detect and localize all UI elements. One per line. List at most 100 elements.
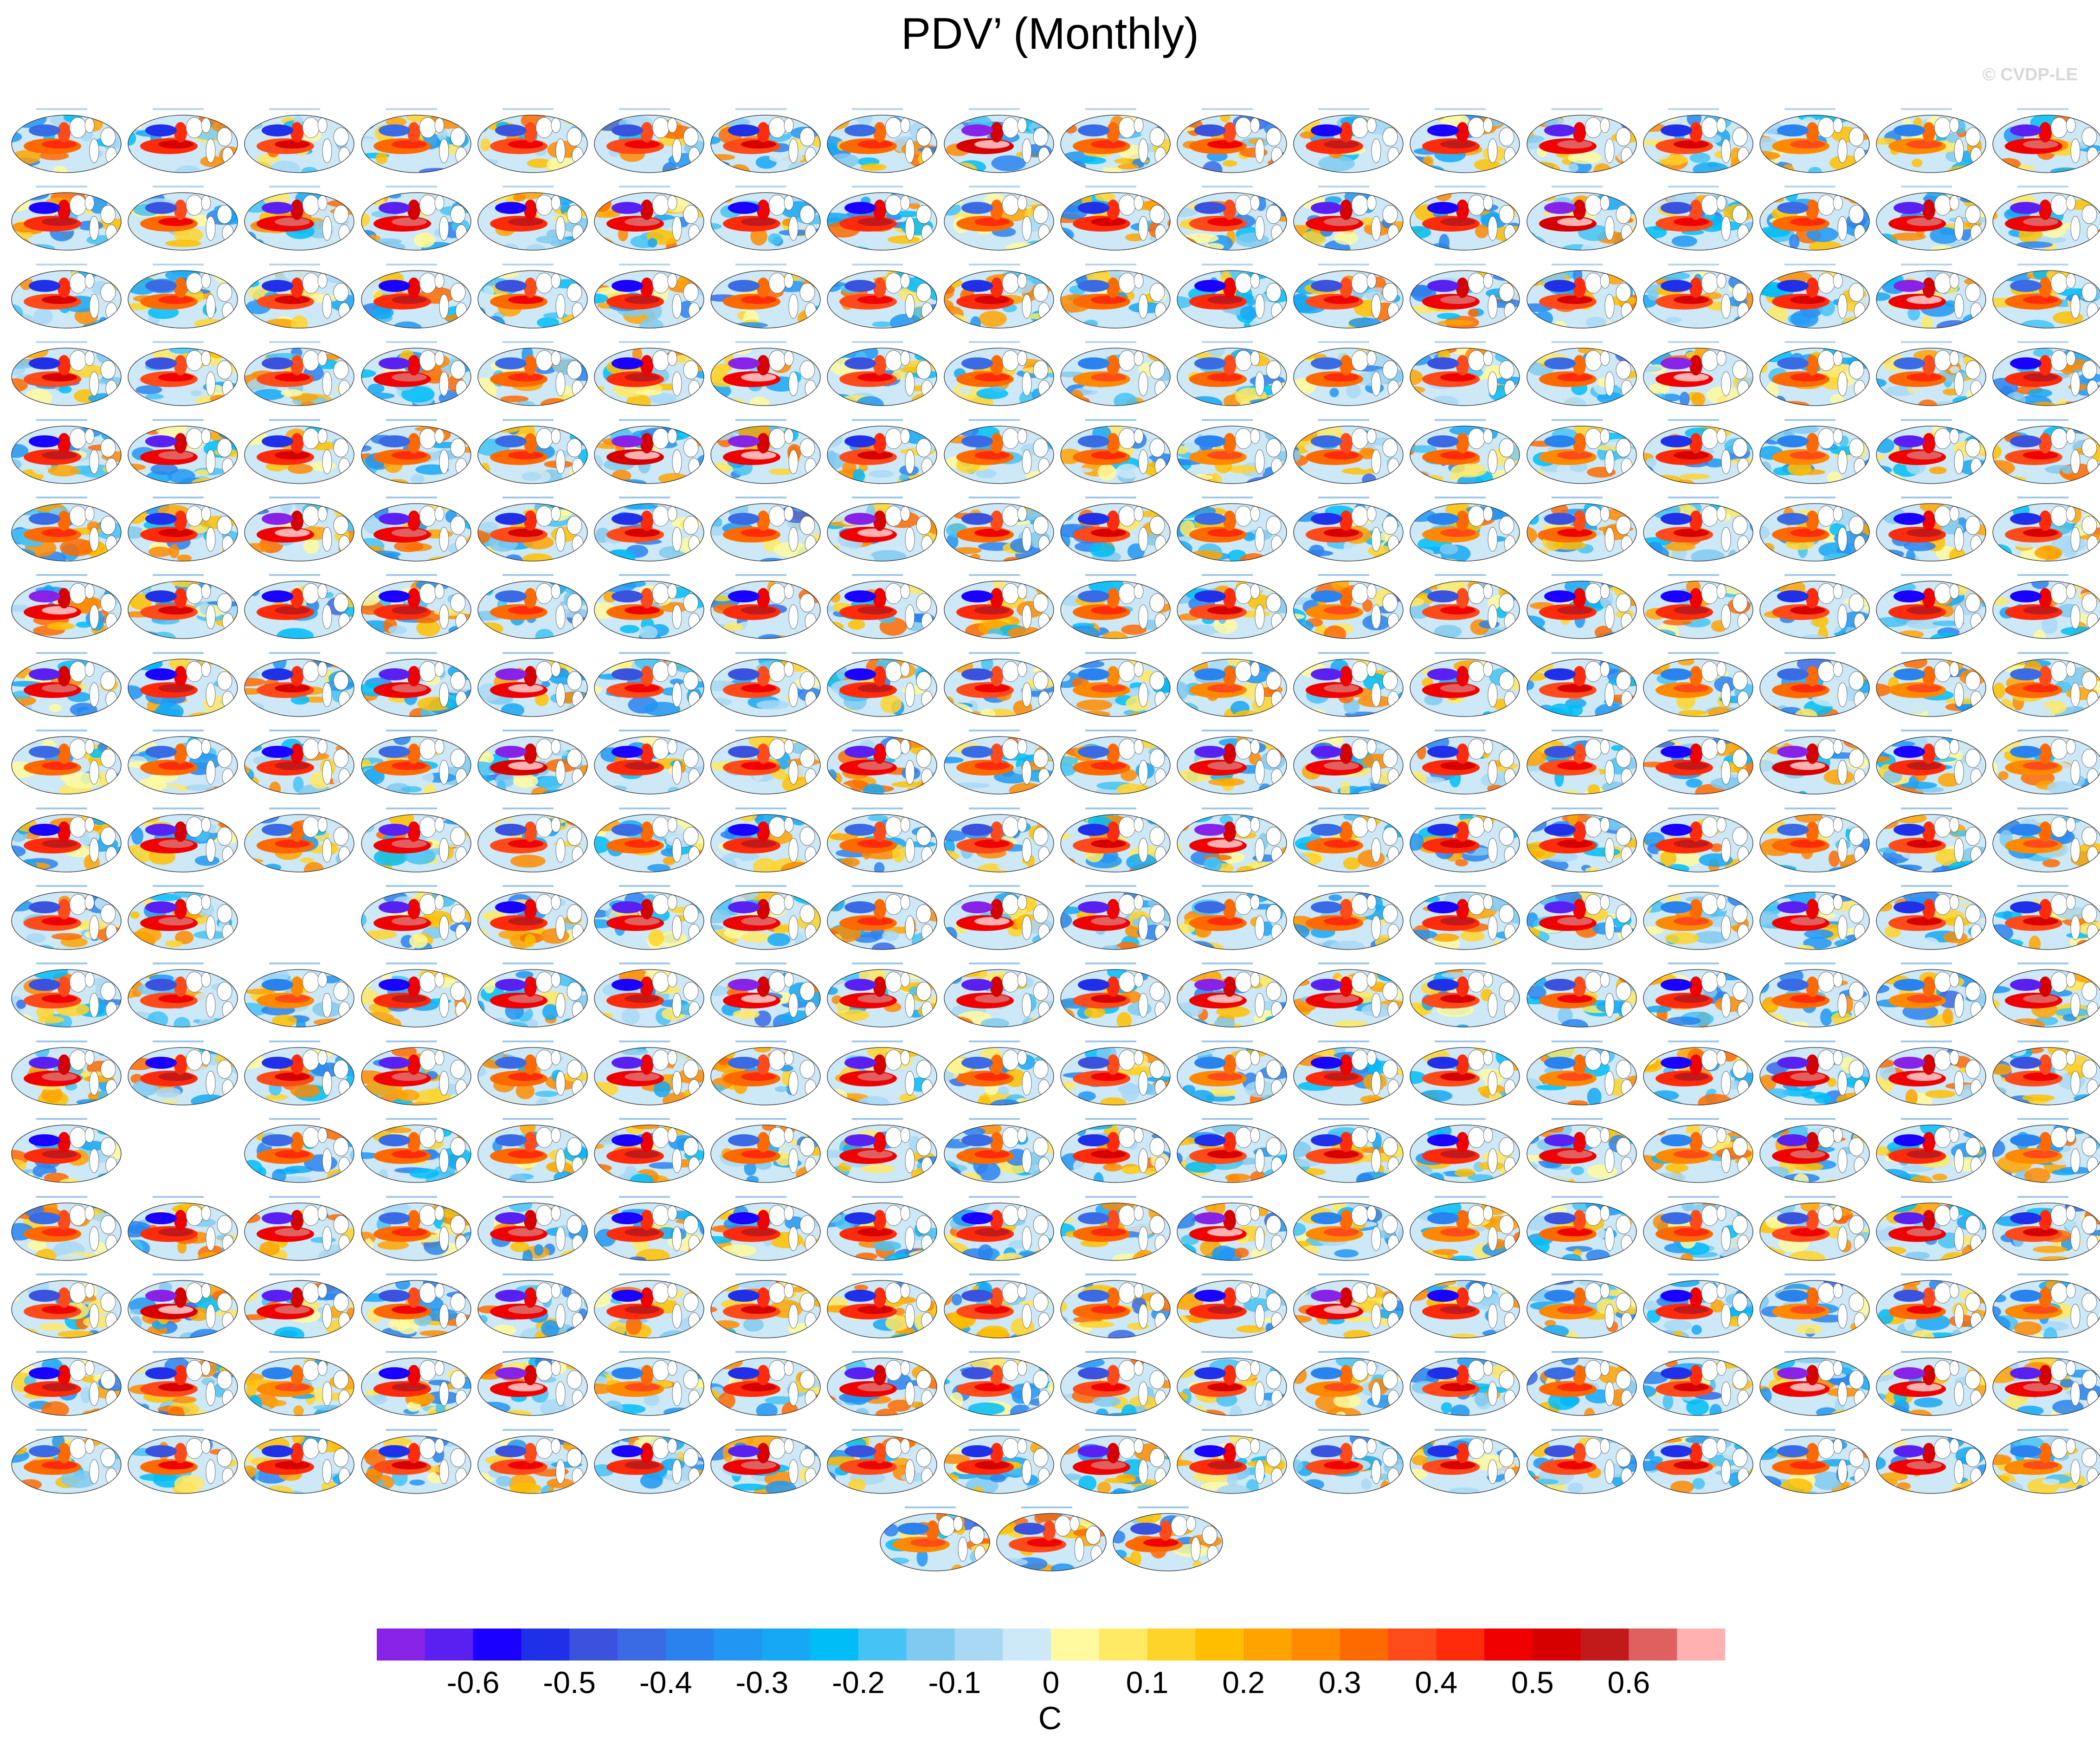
map-panel: [1290, 1421, 1406, 1496]
map-panel: [941, 255, 1057, 330]
map-panel: [708, 1188, 824, 1263]
map-panel: [1057, 566, 1173, 641]
map-panel-plot: [710, 1273, 821, 1338]
colorbar-swatch: [1099, 1629, 1148, 1661]
map-panel: [1174, 488, 1290, 563]
map-panel: [1407, 1421, 1523, 1496]
map-panel: [1990, 1265, 2100, 1340]
map-panel: [708, 411, 824, 486]
map-panel-plot: [943, 186, 1054, 251]
map-panel: [1057, 177, 1173, 252]
map-panel: [8, 1032, 124, 1107]
map-panel-plot: [1060, 108, 1171, 173]
map-panel-plot: [477, 1351, 588, 1416]
map-panel: [1174, 1032, 1290, 1107]
map-panel-plot: [943, 419, 1054, 484]
map-panel: [1290, 1343, 1406, 1418]
map-panel: [241, 411, 357, 486]
colorbar-swatch: [569, 1629, 618, 1661]
map-panel-plot: [1643, 341, 1753, 406]
map-panel: [1873, 721, 1989, 796]
map-panel-plot: [943, 108, 1054, 173]
map-panel-plot: [1177, 652, 1287, 717]
map-panel: [1640, 333, 1756, 408]
map-panel: [824, 721, 940, 796]
map-panel-plot: [1759, 1351, 1870, 1416]
map-panel: [1640, 877, 1756, 952]
colorbar-swatch: [1532, 1629, 1581, 1661]
map-panel: [591, 411, 707, 486]
map-panel-plot: [943, 574, 1054, 639]
map-panel-plot: [1410, 1118, 1520, 1183]
map-panel: [1057, 1110, 1173, 1185]
map-panel-plot: [1876, 807, 1986, 872]
map-panel-plot: [477, 1428, 588, 1494]
map-panel: [591, 1110, 707, 1185]
map-panel: [591, 255, 707, 330]
map-panel-plot: [1643, 1351, 1753, 1416]
map-panel-plot: [1060, 1351, 1171, 1416]
map-panel-plot: [594, 1040, 704, 1105]
map-panel: [708, 1110, 824, 1185]
map-panel: [877, 1498, 993, 1573]
map-panel-plot: [1060, 1273, 1171, 1338]
map-panel: [1873, 954, 1989, 1029]
map-panel-plot: [1759, 963, 1870, 1028]
map-panel: [241, 721, 357, 796]
map-panel: [358, 954, 474, 1029]
map-panel: [1057, 1032, 1173, 1107]
map-panel-plot: [1293, 1196, 1404, 1261]
map-panel-plot: [1759, 730, 1870, 795]
map-panel-plot: [594, 186, 704, 251]
map-panel: [591, 644, 707, 719]
map-panel: [1290, 100, 1406, 175]
map-panel: [8, 954, 124, 1029]
map-panel-plot: [594, 1118, 704, 1183]
map-panel-plot: [1293, 1118, 1404, 1183]
map-panel: [358, 411, 474, 486]
map-panel-plot: [1060, 1040, 1171, 1105]
map-panel-plot: [827, 1351, 937, 1416]
map-panel-plot: [1759, 885, 1870, 950]
map-panel-plot: [827, 574, 937, 639]
map-panel-plot: [128, 1040, 238, 1105]
map-panel-plot: [1177, 263, 1287, 329]
map-panel: [1057, 411, 1173, 486]
map-panel: [1757, 255, 1873, 330]
map-panel: [1407, 721, 1523, 796]
map-panel-plot: [1643, 730, 1753, 795]
map-panel-plot: [943, 341, 1054, 406]
map-panel: [1524, 721, 1640, 796]
map-panel: [8, 1343, 124, 1418]
map-panel: [1174, 1343, 1290, 1418]
map-panel-plot: [1992, 730, 2100, 795]
map-panel: [1757, 333, 1873, 408]
map-panel-plot: [1113, 1506, 1223, 1571]
map-panel: [358, 177, 474, 252]
colorbar-swatch: [1484, 1629, 1533, 1661]
map-panel-plot: [1060, 885, 1171, 950]
map-panel-plot: [1526, 963, 1637, 1028]
map-panel: [1524, 100, 1640, 175]
map-panel-plot: [594, 263, 704, 329]
map-panel-plot: [943, 1196, 1054, 1261]
map-panel-plot: [1293, 497, 1404, 562]
map-panel: [1873, 488, 1989, 563]
map-panel-plot: [710, 1351, 821, 1416]
map-panel: [475, 411, 591, 486]
map-panel-plot: [11, 341, 122, 406]
colorbar-swatch: [906, 1629, 955, 1661]
map-panel-plot: [1060, 497, 1171, 562]
map-panel-plot: [361, 1196, 471, 1261]
map-panel: [1640, 721, 1756, 796]
map-panel-plot: [1759, 186, 1870, 251]
map-panel-plot: [710, 730, 821, 795]
map-panel: [708, 177, 824, 252]
map-panel-plot: [1643, 885, 1753, 950]
map-panel: [1873, 1265, 1989, 1340]
map-panel-plot: [477, 341, 588, 406]
map-panel-plot: [1526, 807, 1637, 872]
map-panel-plot: [1293, 1428, 1404, 1494]
map-panel: [1524, 1110, 1640, 1185]
map-panel-plot: [128, 341, 238, 406]
